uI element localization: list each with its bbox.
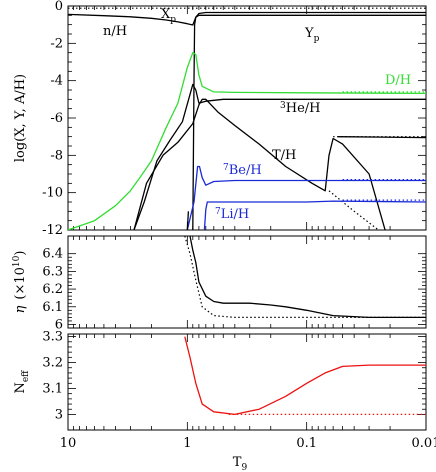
annotation-be7-h: 7Be/H <box>223 163 262 178</box>
y-tick-label: 6.1 <box>42 300 63 315</box>
series-th-equil <box>328 190 379 230</box>
y-tick-label: -6 <box>50 111 63 126</box>
x-axis-label: T9 <box>233 455 248 472</box>
tick-labels: -12-10-8-6-4-2066.16.26.36.433.13.23.310… <box>42 0 436 451</box>
abundance-panel-frame <box>67 5 427 231</box>
series-eta-equil <box>184 236 426 318</box>
x-tick-label: 0.01 <box>412 436 436 451</box>
series-li7 <box>203 200 426 230</box>
series-th-steady <box>337 136 426 139</box>
series-xp <box>68 13 426 26</box>
x-tick-label: 10 <box>60 436 77 451</box>
y-tick-label: 3 <box>55 407 63 422</box>
annotation-yp: Yp <box>304 26 320 44</box>
y-tick-label: 0 <box>55 0 63 14</box>
y-tick-label: -4 <box>50 74 63 89</box>
series-yp <box>192 11 426 230</box>
annotation-t-h: T/H <box>272 148 296 163</box>
neff-y-label: Neff <box>13 370 31 394</box>
annotation-xp: Xp <box>161 7 176 25</box>
y-tick-label: 6.4 <box>42 247 63 262</box>
series-th <box>133 98 386 230</box>
eta-symbol: η <box>13 305 28 313</box>
y-tick-label: -12 <box>42 223 63 238</box>
abundance-y-label: log(X, Y, A/H) <box>13 74 28 162</box>
x-tick-label: 1 <box>183 436 191 451</box>
y-tick-label: 3.1 <box>42 381 63 396</box>
series-be7 <box>186 165 426 230</box>
x-tick-label: 0.1 <box>296 436 317 451</box>
series-he3 <box>133 83 426 230</box>
y-tick-label: 3.2 <box>42 356 63 371</box>
y-tick-label: -2 <box>50 36 63 51</box>
series-eta <box>189 236 426 319</box>
y-tick-label: -10 <box>42 186 63 201</box>
y-tick-label: 6 <box>55 317 63 332</box>
annotation-n-h: n/H <box>103 24 127 39</box>
eta-y-label: η(×1010) <box>12 251 28 314</box>
series-neff <box>184 336 426 416</box>
y-tick-label: -8 <box>50 148 63 163</box>
tick-marks <box>67 5 427 430</box>
series-dh <box>68 52 426 230</box>
y-tick-label: 3.3 <box>42 330 63 345</box>
eta-panel-frame <box>67 235 427 329</box>
series-gap <box>186 211 190 230</box>
annotation-li7-h: 7Li/H <box>215 207 249 222</box>
y-tick-label: 6.3 <box>42 264 63 279</box>
annotation-he3-h: 3He/H <box>280 101 320 116</box>
y-tick-label: 6.2 <box>42 282 63 297</box>
annotation-d-h: D/H <box>385 73 411 88</box>
neff-panel-frame <box>67 333 427 431</box>
series-lines <box>68 7 426 416</box>
